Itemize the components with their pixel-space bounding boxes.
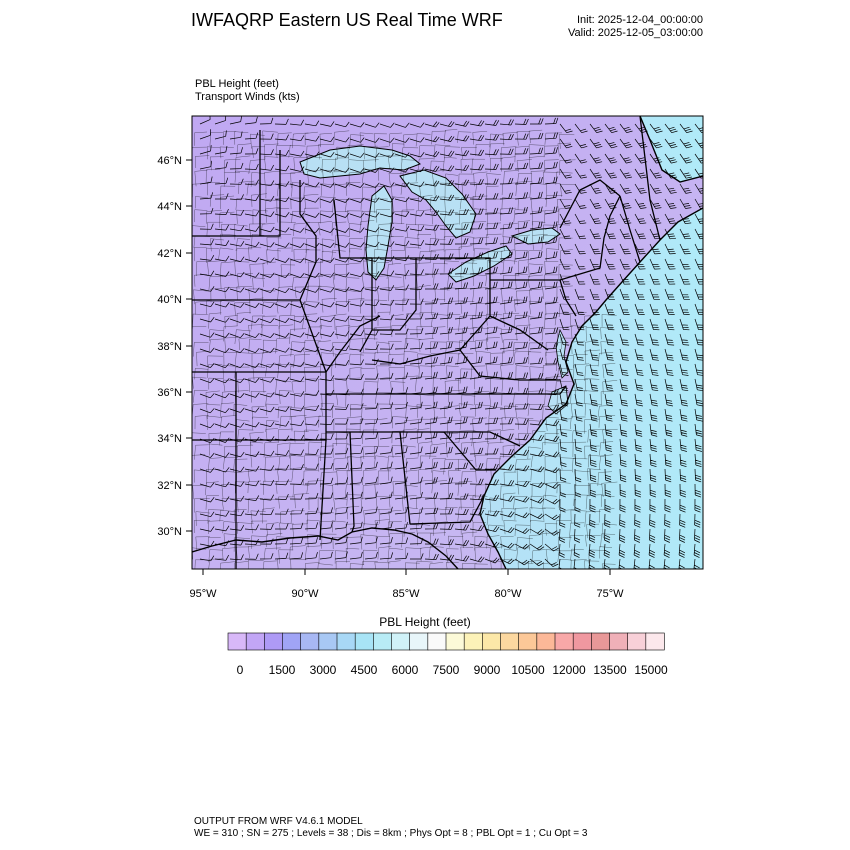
colorbar-label: 13500: [593, 663, 627, 677]
colorbar-swatch: [336, 632, 356, 651]
lat-tick-label: 34°N: [157, 433, 182, 445]
colorbar-swatch: [391, 632, 411, 651]
model-info-line2: WE = 310 ; SN = 275 ; Levels = 38 ; Dis …: [194, 828, 588, 839]
colorbar-swatch: [354, 632, 374, 651]
model-info-line1: OUTPUT FROM WRF V4.6.1 MODEL: [194, 816, 363, 827]
colorbar-swatch: [482, 632, 502, 651]
pamlico-sound: [547, 385, 569, 415]
colorbar-swatch: [536, 632, 556, 651]
lon-tick-label: 80°W: [494, 588, 522, 600]
colorbar-label: 6000: [392, 663, 419, 677]
vector-field-label: Transport Winds (kts): [195, 91, 300, 103]
colorbar-swatch: [627, 632, 647, 651]
lat-tick-label: 36°N: [157, 387, 182, 399]
lake-superior: [299, 145, 421, 179]
init-time: Init: 2025-12-04_00:00:00: [577, 14, 703, 26]
lat-tick-label: 40°N: [157, 294, 182, 306]
colorbar-label: 15000: [634, 663, 668, 677]
wind-barb-field: [199, 116, 703, 569]
colorbar-swatch: [463, 632, 483, 651]
colorbar-label: 3000: [310, 663, 337, 677]
lat-tick-label: 44°N: [157, 201, 182, 213]
latitude-axis: 30°N 32°N 34°N 36°N 38°N 40°N 42°N 44°N 46°N: [157, 155, 192, 538]
lon-tick-label: 75°W: [596, 588, 624, 600]
lake-huron: [399, 169, 477, 239]
colorbar-label: 9000: [474, 663, 501, 677]
lat-tick-label: 30°N: [157, 526, 182, 538]
lat-tick-label: 32°N: [157, 480, 182, 492]
colorbar-swatch: [554, 632, 574, 651]
coastline: [479, 116, 703, 569]
map-frame: [191, 115, 704, 570]
wind-barbs: [199, 116, 703, 569]
page-title: IWFAQRP Eastern US Real Time WRF: [191, 10, 503, 30]
lat-tick-label: 38°N: [157, 341, 182, 353]
colorbar-swatch: [300, 632, 320, 651]
colorbar-label: 12000: [552, 663, 586, 677]
colorbar-swatch: [445, 632, 465, 651]
colorbar-swatch: [518, 632, 538, 651]
lat-tick-label: 46°N: [157, 155, 182, 167]
colorbar-label: 4500: [351, 663, 378, 677]
colorbar-label: 0: [237, 663, 244, 677]
colorbar: 0 1500 3000 4500 6000 7500 9000 10500 12000 13500…: [227, 632, 668, 677]
colorbar-swatch: [373, 632, 393, 651]
colorbar-swatch: [645, 632, 665, 651]
colorbar-swatch: [500, 632, 520, 651]
colorbar-swatch: [227, 632, 247, 651]
map-area: [192, 116, 703, 569]
colorbar-swatch: [245, 632, 265, 651]
shaded-field-label: PBL Height (feet): [195, 78, 279, 90]
colorbar-swatch: [318, 632, 338, 651]
colorbar-swatch: [409, 632, 429, 651]
gulf-coastline: [192, 527, 459, 569]
colorbar-swatch: [609, 632, 629, 651]
colorbar-label: 1500: [269, 663, 296, 677]
colorbar-label: 10500: [511, 663, 545, 677]
valid-time: Valid: 2025-12-05_03:00:00: [568, 27, 703, 39]
lon-tick-label: 95°W: [189, 588, 217, 600]
state-boundaries: [192, 116, 661, 569]
colorbar-swatch: [572, 632, 592, 651]
colorbar-swatch: [591, 632, 611, 651]
lat-tick-label: 42°N: [157, 248, 182, 260]
colorbar-swatch: [282, 632, 302, 651]
colorbar-title: PBL Height (feet): [379, 615, 471, 629]
lon-tick-label: 85°W: [392, 588, 420, 600]
lon-tick-label: 90°W: [291, 588, 319, 600]
colorbar-swatch: [427, 632, 447, 651]
colorbar-label: 7500: [433, 663, 460, 677]
longitude-axis: 95°W 90°W 85°W 80°W 75°W: [189, 569, 624, 600]
colorbar-swatch: [264, 632, 284, 651]
